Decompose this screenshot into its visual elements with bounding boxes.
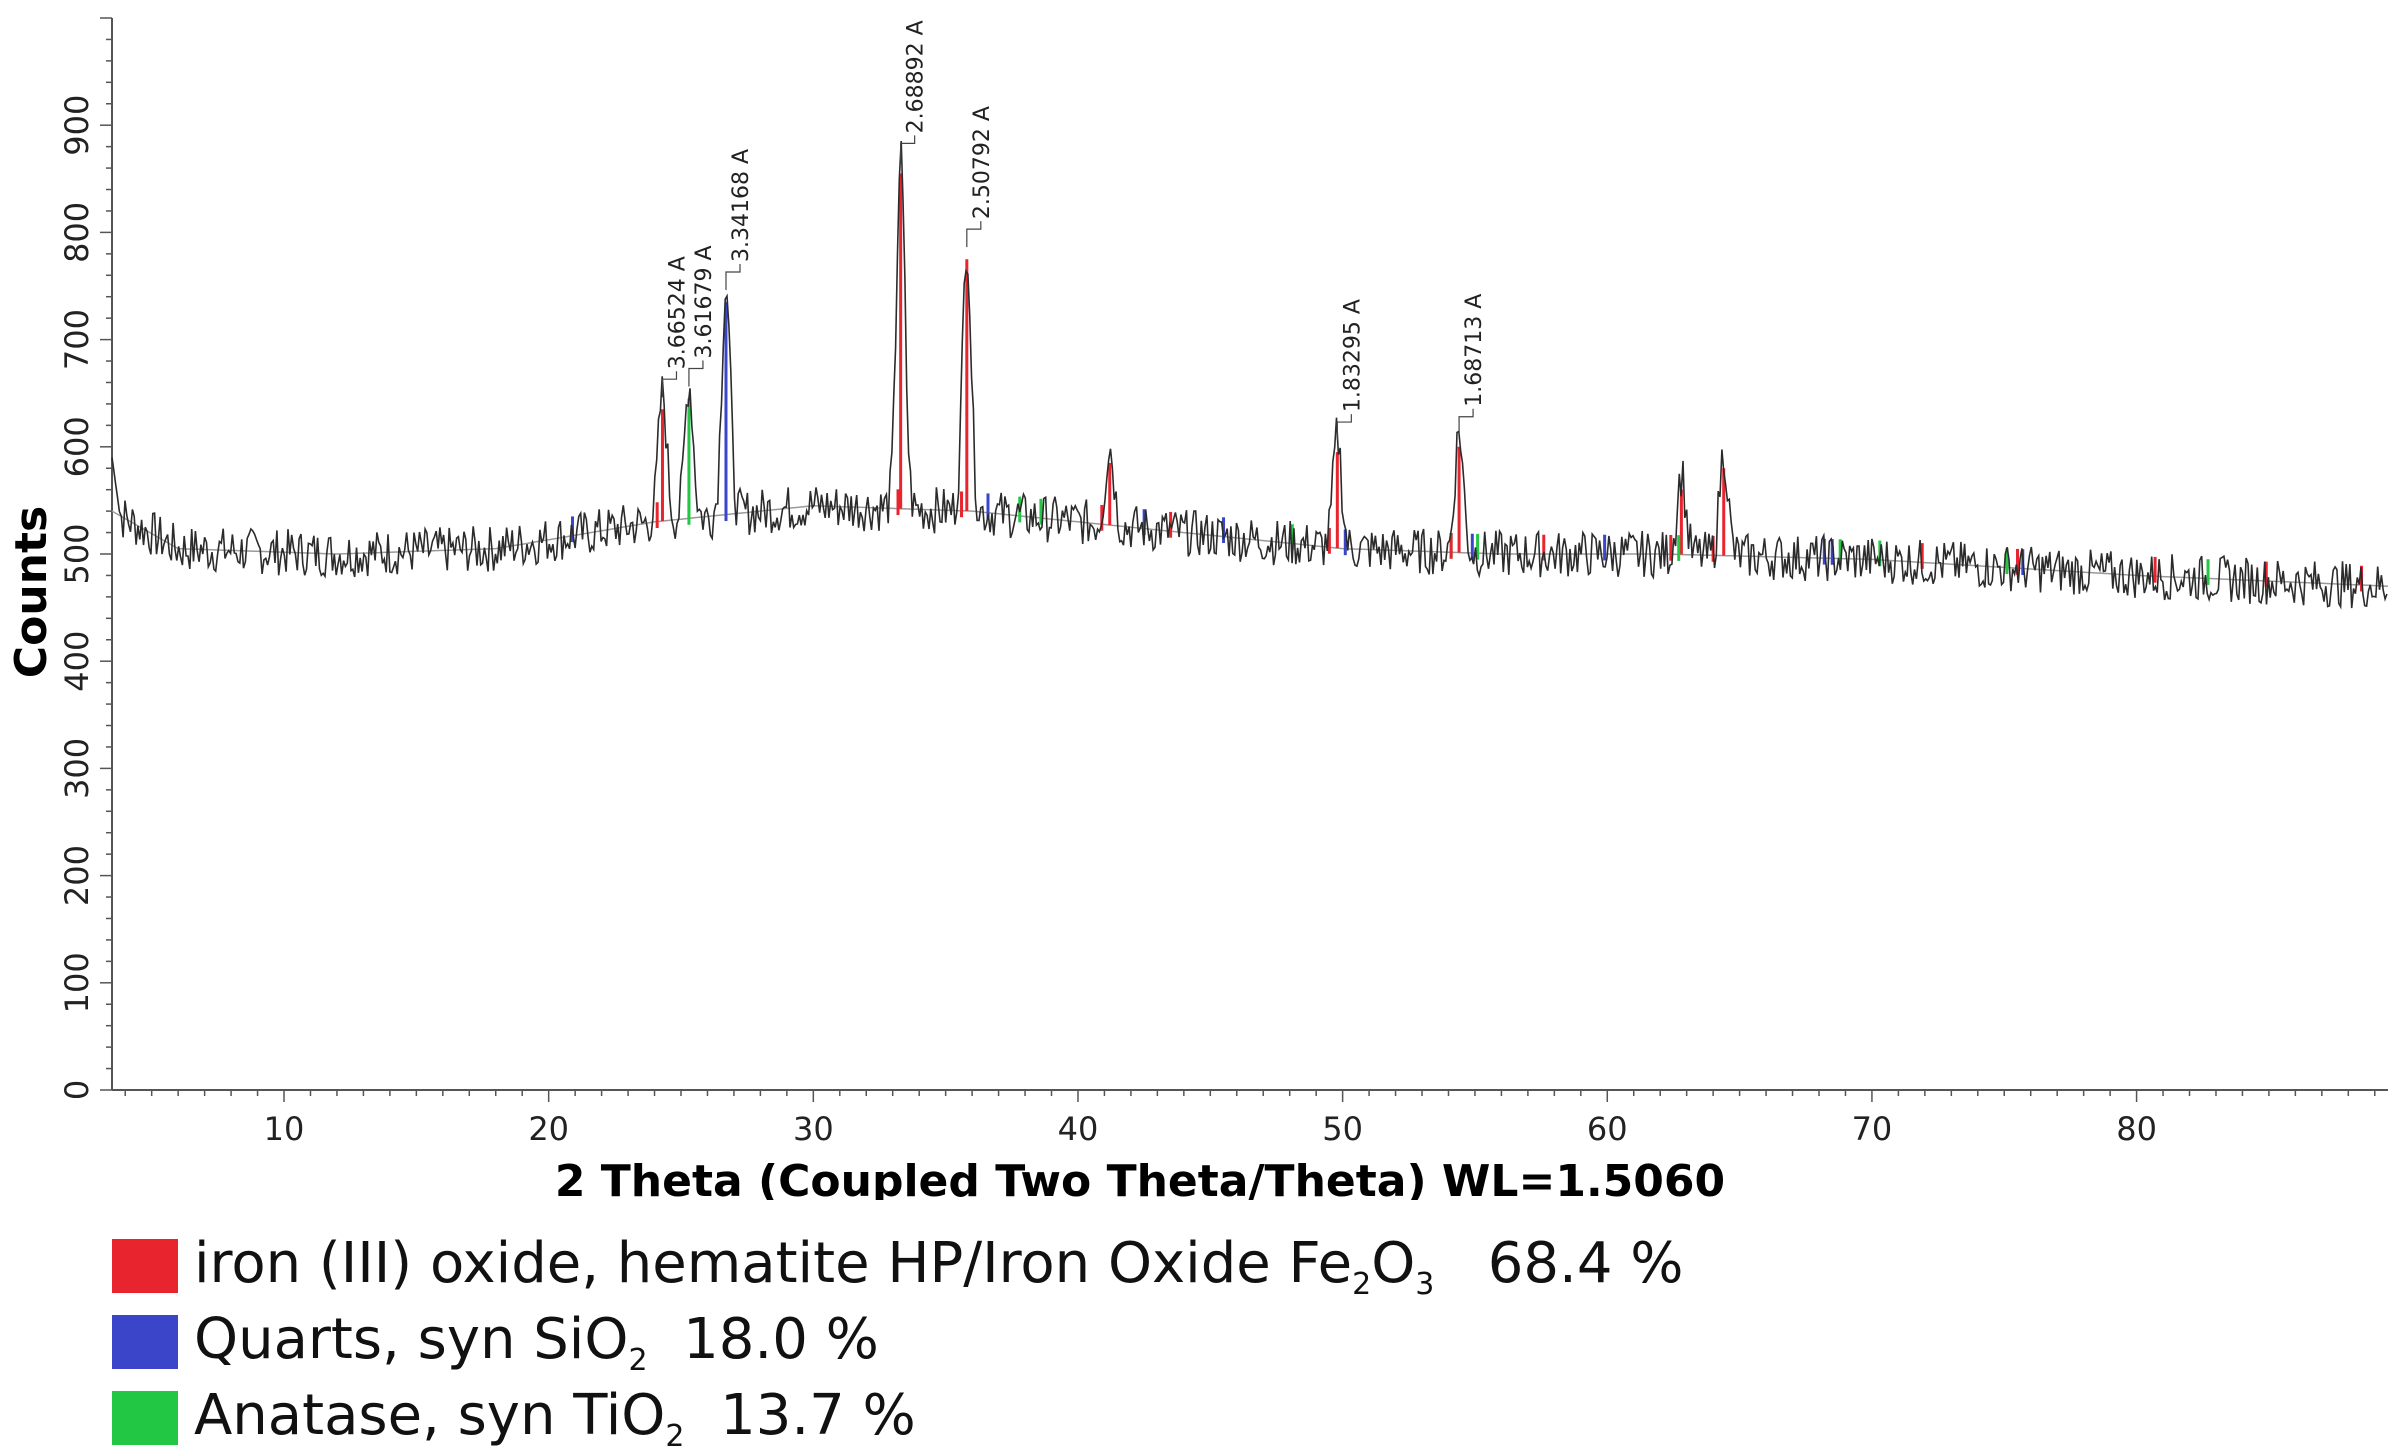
peak-label: 2.68892 A [904,20,929,133]
legend-label-quarts: Quarts, syn SiO2 18.0 % [194,1306,879,1378]
peak-label: 3.66524 A [665,256,690,369]
x-tick-label: 70 [1852,1110,1893,1148]
peak-label-leader [966,221,982,248]
legend-label-hematite: iron (III) oxide, hematite HP/Iron Oxide… [194,1230,1684,1302]
legend-percent-quarts: 18.0 % [683,1306,879,1372]
peak-label: 2.50792 A [970,106,995,219]
xrd-chart: 10 20 30 40 50 60 70 80010020030040050060070080… [6,17,2389,1200]
peak-label: 1.68713 A [1462,294,1487,407]
legend-item-quarts: Quarts, syn SiO2 18.0 % [112,1304,1684,1380]
y-tick-label: 500 [58,523,96,584]
y-axis-title: Counts [6,506,57,678]
peak-label-leader [1336,414,1352,441]
y-tick-label: 900 [58,95,96,156]
peak-label-leader [900,135,916,162]
peak-label-leader [688,360,704,387]
legend-percent-anatase: 13.7 % [720,1382,916,1448]
y-tick-label: 0 [58,1080,96,1100]
y-tick-label: 300 [58,738,96,799]
phase-markers [570,173,2364,592]
peak-label: 3.61679 A [692,245,717,358]
legend-percent-hematite: 68.4 % [1487,1230,1684,1296]
y-tick-label: 700 [58,309,96,370]
peak-labels: 3.66524 A 3.61679 A 3.34168 A 2.68892 A 2.50… [661,20,1487,441]
peak-label-leader [1458,408,1474,435]
peak-label-leader [725,264,741,290]
legend-item-anatase: Anatase, syn TiO2 13.7 % [112,1380,1684,1456]
y-tick-label: 800 [58,202,96,263]
legend-swatch-hematite [112,1239,178,1293]
x-tick-label: 50 [1322,1110,1363,1148]
x-tick-label: 30 [793,1110,834,1148]
x-axis-title: 2 Theta (Coupled Two Theta/Theta) WL=1.5… [555,1156,1725,1200]
trace-line [111,140,2388,610]
x-tick-label: 10 [264,1110,305,1148]
peak-label: 3.34168 A [729,149,754,262]
x-tick-label: 40 [1058,1110,1099,1148]
x-tick-label: 20 [528,1110,569,1148]
y-tick-label: 600 [58,416,96,477]
diffraction-trace [111,140,2388,610]
peak-label-leader [661,371,678,398]
chart-axes: 10 20 30 40 50 60 70 80010020030040050060070080… [58,17,2388,1148]
legend-label-anatase: Anatase, syn TiO2 13.7 % [194,1382,916,1454]
legend-swatch-anatase [112,1391,178,1445]
peak-label: 1.83295 A [1340,299,1365,412]
legend-swatch-quarts [112,1315,178,1369]
y-tick-label: 400 [58,631,96,692]
legend: iron (III) oxide, hematite HP/Iron Oxide… [112,1228,1684,1456]
x-tick-label: 80 [2116,1110,2157,1148]
y-tick-label: 200 [58,845,96,906]
legend-item-hematite: iron (III) oxide, hematite HP/Iron Oxide… [112,1228,1684,1304]
x-tick-label: 60 [1587,1110,1628,1148]
y-tick-label: 100 [58,952,96,1013]
